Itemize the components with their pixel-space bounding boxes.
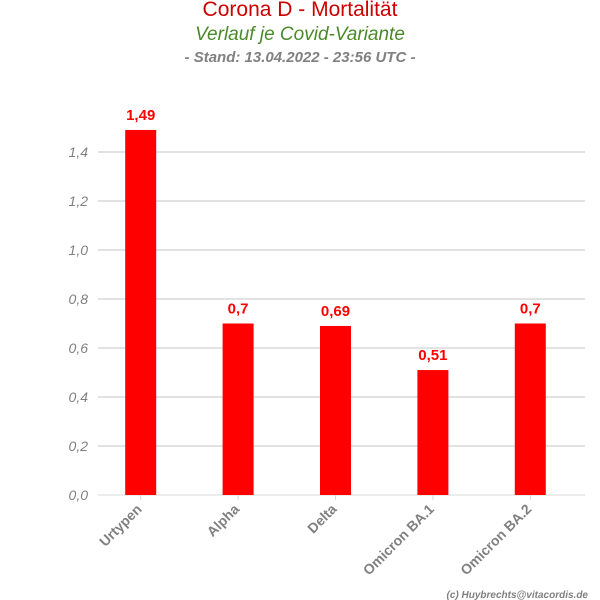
bar bbox=[417, 370, 449, 495]
category-label: Urtypen bbox=[96, 501, 145, 550]
value-label: 0,7 bbox=[228, 301, 249, 318]
y-tick-label: 0,2 bbox=[69, 438, 89, 454]
category-label: Omicron BA.1 bbox=[360, 501, 437, 578]
bar bbox=[320, 325, 351, 495]
y-tick-label: 1,0 bbox=[69, 242, 89, 258]
credit-text: (c) Huybrechts@vitacordis.de bbox=[447, 590, 589, 600]
y-tick-label: 0,8 bbox=[69, 291, 89, 307]
y-tick-label: 1,4 bbox=[69, 144, 89, 160]
y-tick-label: 0,0 bbox=[69, 487, 89, 503]
category-label: Delta bbox=[304, 501, 340, 537]
bar bbox=[125, 129, 157, 495]
chart-timestamp: - Stand: 13.04.2022 - 23:56 UTC - bbox=[185, 49, 416, 66]
y-tick-label: 0,6 bbox=[69, 340, 89, 356]
value-label: 0,51 bbox=[418, 347, 447, 364]
chart-subtitle: Verlauf je Covid-Variante bbox=[195, 24, 405, 45]
value-label: 1,49 bbox=[126, 107, 155, 124]
value-label: 0,7 bbox=[520, 301, 541, 318]
grid-layer: 0,0 0,2 0,4 0,6 0,8 1,0 1,2 1,4 bbox=[69, 144, 585, 503]
bar bbox=[222, 323, 254, 495]
label-layer: 1,49 Urtypen 0,7 Alpha 0,69 Delta 0,51 Omicron … bbox=[96, 107, 541, 578]
bar-layer bbox=[125, 129, 546, 495]
category-label: Omicron BA.2 bbox=[457, 501, 534, 578]
chart-title: Corona D - Mortalität bbox=[203, 0, 398, 21]
y-tick-label: 1,2 bbox=[69, 193, 89, 209]
bar bbox=[514, 323, 546, 495]
y-tick-label: 0,4 bbox=[69, 389, 89, 405]
value-label: 0,69 bbox=[321, 303, 350, 320]
category-label: Alpha bbox=[203, 501, 242, 540]
